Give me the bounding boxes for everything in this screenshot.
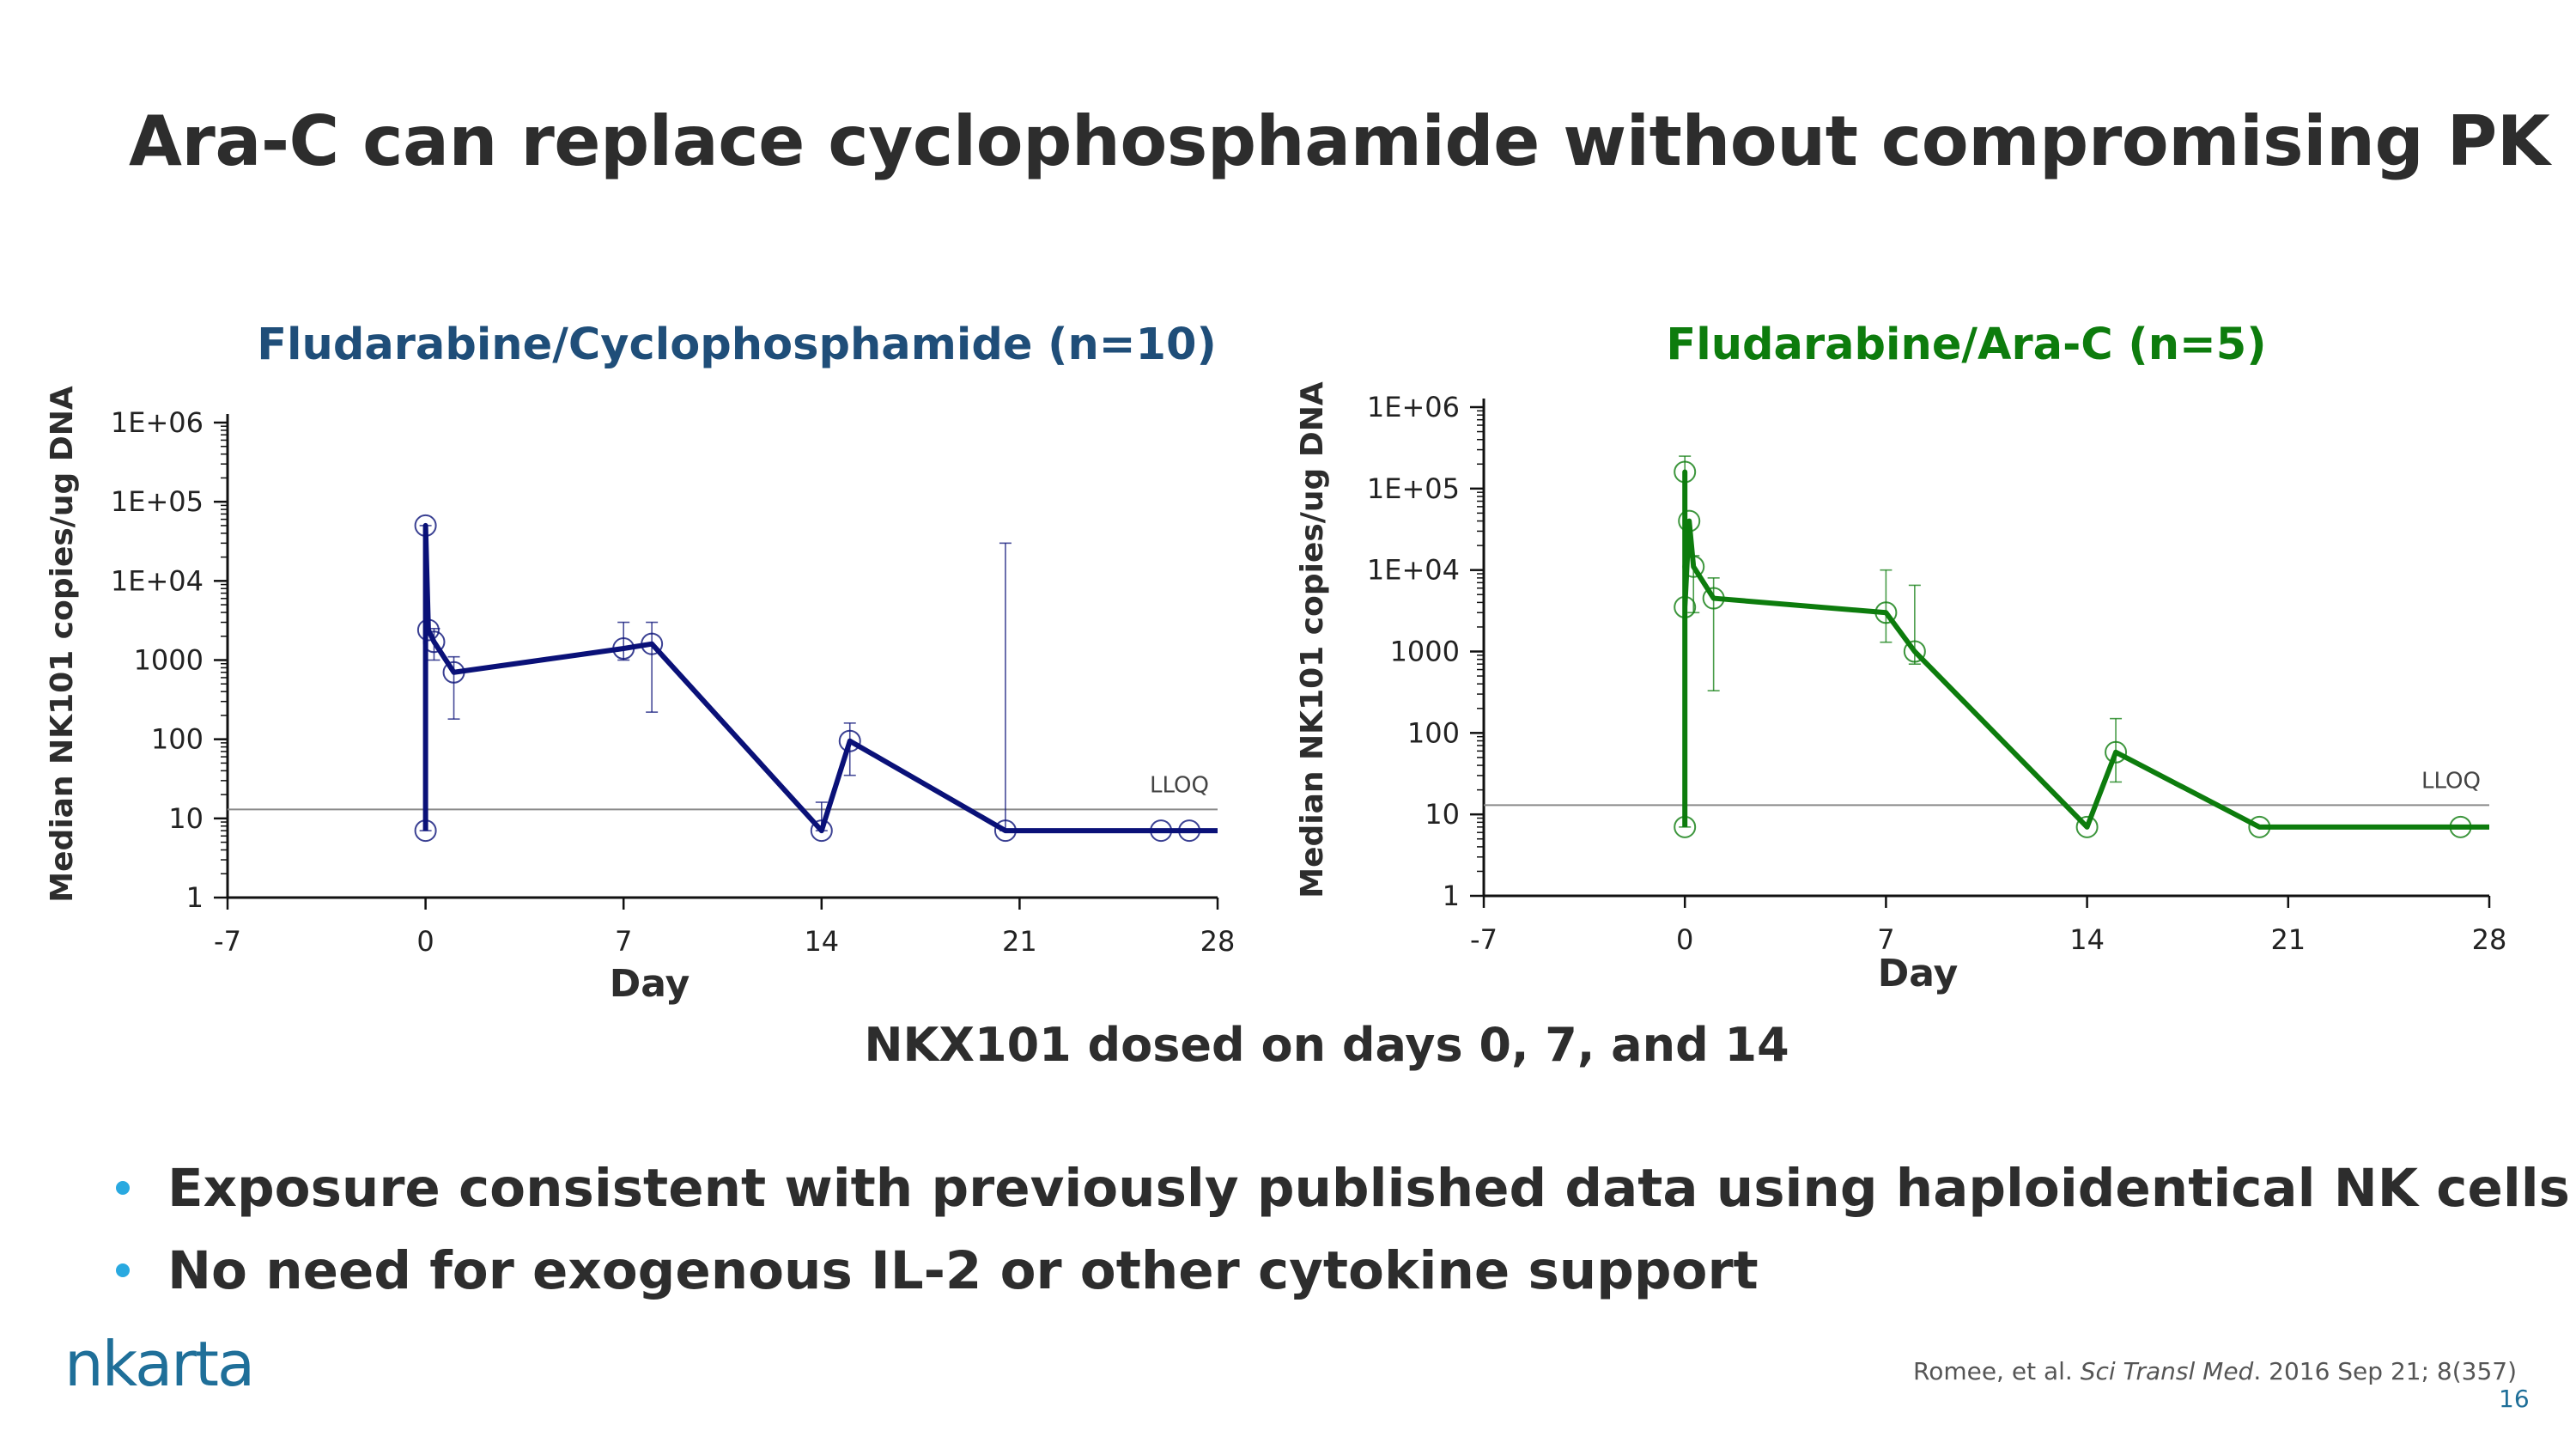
data-point bbox=[1150, 819, 1173, 843]
data-point bbox=[1674, 815, 1697, 838]
data-point bbox=[1674, 595, 1697, 618]
data-point bbox=[2105, 740, 2128, 764]
citation-journal: Sci Transl Med bbox=[2080, 1357, 2254, 1385]
y-tick-label: 1E+05 bbox=[111, 485, 204, 518]
data-point bbox=[1674, 460, 1697, 484]
data-point bbox=[2449, 815, 2472, 838]
x-tick-label: -7 bbox=[1470, 923, 1498, 956]
nkarta-logo: nkarta bbox=[64, 1328, 255, 1400]
y-tick-label: 1E+05 bbox=[1367, 472, 1460, 505]
x-tick-label: 21 bbox=[2270, 923, 2306, 956]
lloq-label: LLOQ bbox=[1150, 772, 1209, 798]
citation-details: . 2016 Sep 21; 8(357) bbox=[2253, 1357, 2518, 1385]
y-tick-label: 1 bbox=[186, 881, 204, 914]
data-point bbox=[2248, 815, 2271, 838]
x-tick-label: 21 bbox=[1002, 925, 1037, 958]
bullet-icon bbox=[116, 1263, 130, 1277]
bullet-item: No need for exogenous IL-2 or other cyto… bbox=[116, 1229, 2570, 1312]
x-tick-label: 28 bbox=[2472, 923, 2507, 956]
x-tick-label: 0 bbox=[416, 925, 434, 958]
y-tick-label: 100 bbox=[1407, 716, 1460, 749]
bullet-list: Exposure consistent with previously publ… bbox=[116, 1147, 2570, 1312]
x-tick-label: -7 bbox=[214, 925, 241, 958]
chart-title-fludarabine-cyclophosphamide: Fludarabine/Cyclophosphamide (n=10) bbox=[257, 320, 1217, 370]
page-number: 16 bbox=[2499, 1385, 2530, 1413]
y-tick-label: 1E+06 bbox=[1367, 391, 1460, 423]
y-tick-label: 10 bbox=[168, 802, 204, 835]
chart-fludarabine-cyclophosphamide: 1 10 100 1000 1E+04 1E+05 1E+06 -7 0 7 14 21 28 Day Me… bbox=[45, 386, 1236, 1006]
data-point bbox=[1702, 587, 1725, 610]
bullet-text: No need for exogenous IL-2 or other cyto… bbox=[167, 1239, 1759, 1301]
y-axis-label: Median NK101 copies/ug DNA bbox=[1295, 381, 1330, 898]
data-point bbox=[1678, 509, 1701, 533]
y-tick-label: 1E+04 bbox=[1367, 554, 1460, 587]
y-tick-label: 1 bbox=[1443, 880, 1460, 912]
y-tick-label: 1000 bbox=[1390, 636, 1460, 668]
data-point bbox=[1178, 819, 1201, 843]
citation-authors: Romee, et al. bbox=[1913, 1357, 2081, 1385]
x-tick-label: 14 bbox=[2069, 923, 2105, 956]
data-point bbox=[1903, 640, 1926, 663]
data-point bbox=[422, 630, 446, 654]
slide-title: Ara-C can replace cyclophosphamide witho… bbox=[129, 101, 2550, 181]
citation: Romee, et al. Sci Transl Med. 2016 Sep 2… bbox=[1913, 1357, 2517, 1385]
x-tick-label: 14 bbox=[804, 925, 839, 958]
bullet-icon bbox=[116, 1181, 130, 1195]
data-point bbox=[416, 618, 440, 642]
series-line bbox=[1682, 469, 2489, 830]
data-point bbox=[1682, 555, 1705, 578]
x-tick-label: 7 bbox=[615, 925, 632, 958]
data-point bbox=[414, 514, 437, 537]
data-point bbox=[838, 729, 861, 752]
data-point bbox=[993, 819, 1017, 843]
bullet-item: Exposure consistent with previously publ… bbox=[116, 1147, 2570, 1229]
x-axis-label: Day bbox=[1878, 952, 1959, 995]
series-line bbox=[422, 522, 1218, 834]
y-tick-label: 100 bbox=[151, 723, 204, 756]
x-tick-label: 28 bbox=[1200, 925, 1236, 958]
data-point bbox=[641, 632, 664, 655]
y-tick-label: 1E+04 bbox=[111, 564, 204, 597]
y-tick-label: 1000 bbox=[134, 644, 204, 677]
bullet-text: Exposure consistent with previously publ… bbox=[167, 1157, 2570, 1219]
data-point bbox=[810, 819, 833, 843]
data-point bbox=[442, 661, 465, 684]
data-point bbox=[1874, 601, 1898, 624]
lloq-label: LLOQ bbox=[2421, 768, 2481, 794]
data-point bbox=[414, 819, 437, 843]
x-axis-label: Day bbox=[610, 962, 690, 1006]
y-axis-label: Median NK101 copies/ug DNA bbox=[45, 386, 80, 903]
chart-fludarabine-ara-c: 1 10 100 1000 1E+04 1E+05 1E+06 -7 0 7 14 21 28 Day Me… bbox=[1295, 381, 2507, 995]
dosing-note: NKX101 dosed on days 0, 7, and 14 bbox=[864, 1018, 1789, 1072]
x-tick-label: 0 bbox=[1676, 923, 1693, 956]
chart-title-fludarabine-ara-c: Fludarabine/Ara-C (n=5) bbox=[1666, 320, 2267, 370]
logo-text: nkarta bbox=[64, 1328, 253, 1400]
data-point bbox=[612, 637, 635, 661]
x-tick-label: 7 bbox=[1877, 923, 1894, 956]
y-tick-label: 10 bbox=[1425, 798, 1460, 831]
y-tick-label: 1E+06 bbox=[111, 406, 204, 439]
data-point bbox=[2075, 815, 2099, 838]
